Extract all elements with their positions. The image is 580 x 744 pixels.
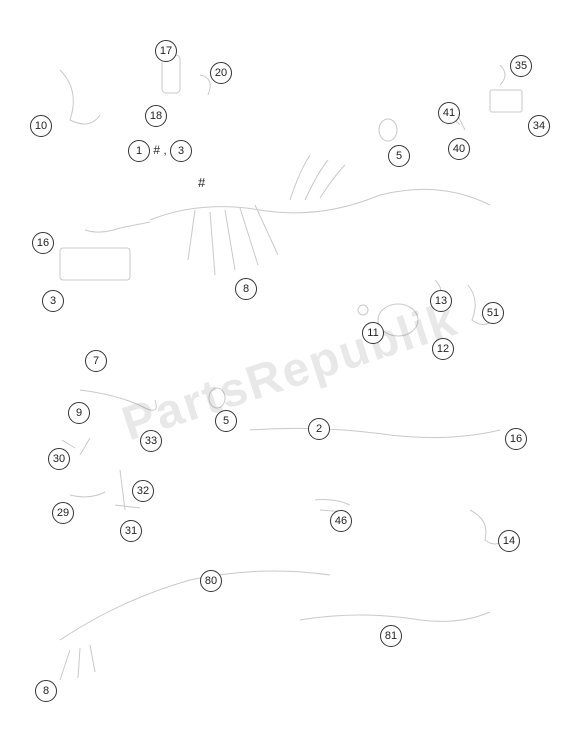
callout-circle: 20	[210, 62, 232, 84]
callout-circle: 16	[505, 428, 527, 450]
callout-7-12: 7	[85, 350, 107, 372]
callout-29-23: 29	[52, 502, 74, 524]
callout-32-24: 32	[132, 480, 154, 502]
callout-circle: 40	[448, 138, 470, 160]
callout-circle: 10	[30, 115, 52, 137]
callout-3-10: 3	[42, 290, 64, 312]
callout-circle: 18	[145, 105, 167, 127]
callout-2-21: 2	[308, 418, 330, 440]
callout-circle: 12	[432, 338, 454, 360]
callout-circle: 14	[498, 530, 520, 552]
callout-16-22: 16	[505, 428, 527, 450]
callout-circle: 16	[32, 232, 54, 254]
callout-circle: 32	[132, 480, 154, 502]
callout-8-30: 8	[35, 680, 57, 702]
callout-80-28: 80	[200, 570, 222, 592]
callout-circle: 11	[362, 322, 384, 344]
callout-circle: 33	[140, 430, 162, 452]
callout-17-1: 17	[155, 40, 177, 62]
callout-14-27: 14	[498, 530, 520, 552]
callout-circle: 81	[380, 625, 402, 647]
callout-circle: 29	[52, 502, 74, 524]
callout-5-8: 5	[388, 145, 410, 167]
callout-31-25: 31	[120, 520, 142, 542]
callout-circle: 7	[85, 350, 107, 372]
wiring-sketch	[0, 0, 580, 744]
callout-8-11: 8	[235, 278, 257, 300]
callout-81-29: 81	[380, 625, 402, 647]
callout-circle: 17	[155, 40, 177, 62]
callout-51-14: 51	[482, 302, 504, 324]
callout-circle: 35	[510, 55, 532, 77]
callout-13-13: 13	[430, 290, 452, 312]
callout-12-16: 12	[432, 338, 454, 360]
callout-circle: 8	[235, 278, 257, 300]
callout-41-5: 41	[438, 102, 460, 124]
callout-circle: 8	[35, 680, 57, 702]
callout-circle: 2	[308, 418, 330, 440]
callout-9-17: 9	[68, 402, 90, 424]
callout-16-9: 16	[32, 232, 54, 254]
callout-circle: 9	[68, 402, 90, 424]
callout-33-20: 33	[140, 430, 162, 452]
callout-circle: 3	[42, 290, 64, 312]
callout-46-26: 46	[330, 510, 352, 532]
callout-circle: 80	[200, 570, 222, 592]
callout-circle: 41	[438, 102, 460, 124]
callout-40-6: 40	[448, 138, 470, 160]
callout-20-3: 20	[210, 62, 232, 84]
callout-circle: 31	[120, 520, 142, 542]
callout-5-18: 5	[215, 410, 237, 432]
callout-circle: 51	[482, 302, 504, 324]
callout-30-19: 30	[48, 448, 70, 470]
callout-10-0: 10	[30, 115, 52, 137]
callout-34-7: 34	[528, 115, 550, 137]
callout-circle: 13	[430, 290, 452, 312]
callout-18-2: 18	[145, 105, 167, 127]
callout-35-4: 35	[510, 55, 532, 77]
callout-circle: 34	[528, 115, 550, 137]
callout-11-15: 11	[362, 322, 384, 344]
callout-circle: 30	[48, 448, 70, 470]
callout-circle: 5	[388, 145, 410, 167]
callout-circle: 5	[215, 410, 237, 432]
callout-circle: 46	[330, 510, 352, 532]
